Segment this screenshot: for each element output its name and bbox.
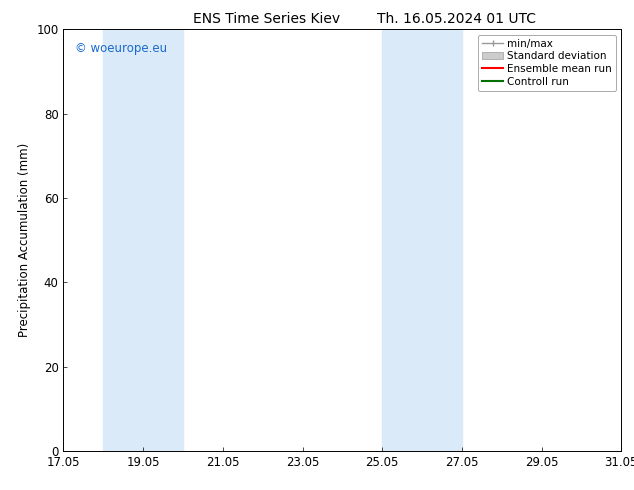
Text: ENS Time Series Kiev: ENS Time Series Kiev: [193, 12, 340, 26]
Bar: [103, 29, 183, 451]
Text: © woeurope.eu: © woeurope.eu: [75, 42, 167, 55]
Y-axis label: Precipitation Accumulation (mm): Precipitation Accumulation (mm): [18, 143, 30, 337]
Bar: [382, 29, 462, 451]
Text: Th. 16.05.2024 01 UTC: Th. 16.05.2024 01 UTC: [377, 12, 536, 26]
Legend: min/max, Standard deviation, Ensemble mean run, Controll run: min/max, Standard deviation, Ensemble me…: [478, 35, 616, 91]
